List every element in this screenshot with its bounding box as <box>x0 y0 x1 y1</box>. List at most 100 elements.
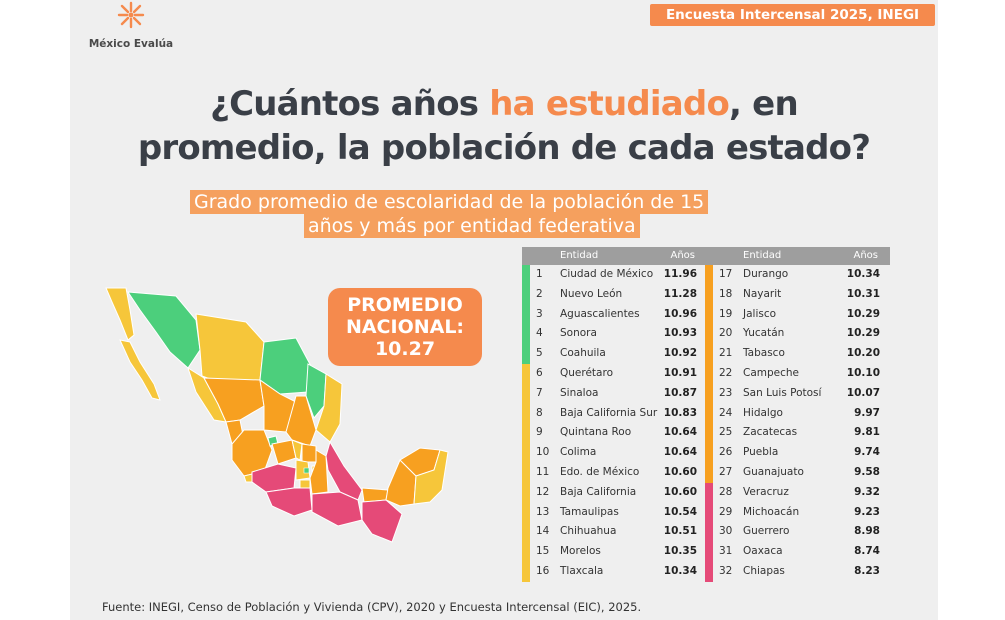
state-cell: Nayarit <box>743 287 782 300</box>
table-body: 1 Ciudad de México 11.96 2 Nuevo León 11.28 3 A… <box>522 265 707 582</box>
rank-cell: 9 <box>536 426 543 439</box>
rank-cell: 30 <box>719 525 733 538</box>
value-cell: 10.64 <box>663 446 697 459</box>
table-row: 28 Veracruz 9.32 <box>705 482 890 503</box>
rank-cell: 13 <box>536 505 550 518</box>
rank-cell: 16 <box>536 564 550 577</box>
logo-text: México Evalúa <box>88 38 174 50</box>
column-header-years: Años <box>670 250 695 261</box>
rank-cell: 21 <box>719 347 733 360</box>
ranking-table-right: Entidad Años 17 Durango 10.34 18 Nayarit 10.3… <box>705 247 890 582</box>
value-cell: 10.83 <box>663 406 697 419</box>
state-cell: Yucatán <box>743 327 785 340</box>
value-cell: 9.81 <box>854 426 880 439</box>
rank-cell: 29 <box>719 505 733 518</box>
column-header-entity: Entidad <box>560 250 599 261</box>
group-color-bar <box>522 423 530 444</box>
table-row: 6 Querétaro 10.91 <box>522 363 707 384</box>
state-cell: Nuevo León <box>560 287 623 300</box>
state-cell: Hidalgo <box>743 406 783 419</box>
group-color-bar <box>705 561 713 582</box>
group-color-bar <box>522 304 530 325</box>
group-color-bar <box>705 403 713 424</box>
group-color-bar <box>522 443 530 463</box>
rank-cell: 3 <box>536 307 543 320</box>
group-color-bar <box>705 522 713 543</box>
map-chihuahua <box>195 313 265 385</box>
table-row: 25 Zacatecas 9.81 <box>705 423 890 444</box>
rank-cell: 23 <box>719 386 733 399</box>
map-jalisco <box>231 429 273 477</box>
value-cell: 10.29 <box>846 307 880 320</box>
group-color-bar <box>522 542 530 562</box>
group-color-bar <box>705 542 713 562</box>
group-color-bar <box>705 482 713 503</box>
table-row: 29 Michoacán 9.23 <box>705 502 890 523</box>
table-header: Entidad Años <box>705 247 890 265</box>
state-cell: Tlaxcala <box>560 564 604 577</box>
table-row: 8 Baja California Sur 10.83 <box>522 403 707 424</box>
star-logo-icon <box>117 1 145 29</box>
rank-cell: 32 <box>719 564 733 577</box>
group-color-bar <box>522 522 530 543</box>
table-row: 3 Aguascalientes 10.96 <box>522 304 707 325</box>
national-average-value: 10.27 <box>374 338 436 360</box>
table-row: 17 Durango 10.34 <box>705 265 890 285</box>
group-color-bar <box>522 561 530 582</box>
map-colima <box>243 473 253 483</box>
mexico-map <box>105 287 449 543</box>
state-cell: Jalisco <box>743 307 777 320</box>
column-header-entity: Entidad <box>743 250 782 261</box>
group-color-bar <box>705 383 713 404</box>
group-color-bar <box>522 383 530 404</box>
value-cell: 10.51 <box>663 525 697 538</box>
map-hidalgo <box>301 443 317 463</box>
state-cell: Guerrero <box>743 525 790 538</box>
table-row: 26 Puebla 9.74 <box>705 443 890 463</box>
value-cell: 10.34 <box>663 564 697 577</box>
rank-cell: 24 <box>719 406 733 419</box>
rank-cell: 7 <box>536 386 543 399</box>
group-color-bar <box>705 265 713 285</box>
group-color-bar <box>522 403 530 424</box>
table-row: 4 Sonora 10.93 <box>522 324 707 345</box>
value-cell: 10.93 <box>663 327 697 340</box>
value-cell: 10.96 <box>663 307 697 320</box>
map-nuevo-leon <box>305 363 327 419</box>
group-color-bar <box>522 502 530 523</box>
mexico-evalua-logo: México Evalúa <box>79 0 175 54</box>
table-row: 20 Yucatán 10.29 <box>705 324 890 345</box>
rank-cell: 27 <box>719 465 733 478</box>
map-veracruz <box>325 440 363 501</box>
group-color-bar <box>705 462 713 483</box>
source-footnote: Fuente: INEGI, Censo de Población y Vivi… <box>102 600 642 614</box>
title-accent: ha estudiado <box>489 84 730 124</box>
value-cell: 10.07 <box>846 386 880 399</box>
value-cell: 9.58 <box>854 465 880 478</box>
value-cell: 9.32 <box>854 485 880 498</box>
value-cell: 10.31 <box>846 287 880 300</box>
state-cell: Zacatecas <box>743 426 798 439</box>
state-cell: Querétaro <box>560 366 613 379</box>
table-row: 7 Sinaloa 10.87 <box>522 383 707 404</box>
state-cell: Puebla <box>743 446 779 459</box>
group-color-bar <box>705 502 713 523</box>
value-cell: 8.74 <box>854 545 880 558</box>
table-row: 18 Nayarit 10.31 <box>705 284 890 305</box>
map-sonora <box>127 291 201 369</box>
title-line-1: ¿Cuántos años ha estudiado, en <box>70 84 938 124</box>
state-cell: Chihuahua <box>560 525 617 538</box>
source-badge: Encuesta Intercensal 2025, INEGI <box>650 4 935 26</box>
group-color-bar <box>705 344 713 364</box>
rank-cell: 18 <box>719 287 733 300</box>
table-row: 1 Ciudad de México 11.96 <box>522 265 707 285</box>
value-cell: 8.23 <box>854 564 880 577</box>
rank-cell: 26 <box>719 446 733 459</box>
state-cell: Veracruz <box>743 485 789 498</box>
table-row: 15 Morelos 10.35 <box>522 542 707 562</box>
table-row: 31 Oaxaca 8.74 <box>705 542 890 562</box>
rank-cell: 31 <box>719 545 733 558</box>
rank-cell: 5 <box>536 347 543 360</box>
state-cell: Guanajuato <box>743 465 804 478</box>
title-pre: ¿Cuántos años <box>210 84 490 124</box>
